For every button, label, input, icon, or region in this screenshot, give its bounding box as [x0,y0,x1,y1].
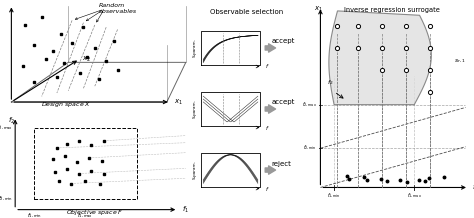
Text: $f_{2,\mathrm{max}}$: $f_{2,\mathrm{max}}$ [302,100,317,109]
Text: $f_{1,\mathrm{max}}$: $f_{1,\mathrm{max}}$ [407,192,422,200]
FancyArrowPatch shape [265,105,275,113]
Text: S-param.: S-param. [192,100,196,118]
Text: S-param.: S-param. [192,39,196,57]
Text: $f_{1,\mathrm{max}}$: $f_{1,\mathrm{max}}$ [77,212,93,218]
Text: $x_1$: $x_1$ [314,4,323,14]
Text: $x_1$: $x_1$ [174,97,183,107]
Text: $f$: $f$ [264,63,269,70]
FancyArrowPatch shape [265,44,275,52]
Text: $x_3$: $x_3$ [5,0,14,3]
Text: $x_2$: $x_2$ [82,54,91,64]
Text: $f_2$: $f_2$ [328,78,334,87]
Text: $f_2$: $f_2$ [8,116,15,126]
Polygon shape [329,11,431,105]
Text: S-param.: S-param. [192,161,196,179]
Text: $f_{1,\mathrm{min}}$: $f_{1,\mathrm{min}}$ [327,192,341,200]
Text: $f$: $f$ [264,124,269,131]
Text: $s_{r,1}$: $s_{r,1}$ [454,57,465,65]
Text: Inverse regression surrogate: Inverse regression surrogate [344,7,440,13]
Text: accept: accept [272,38,295,44]
Text: accept: accept [272,99,295,106]
Text: $f_{2,\mathrm{min}}$: $f_{2,\mathrm{min}}$ [0,195,13,203]
Text: $f_1$: $f_1$ [182,204,189,215]
Text: $f$: $f$ [264,185,269,192]
Text: $f_{2,\mathrm{max}}$: $f_{2,\mathrm{max}}$ [0,124,13,132]
Text: Design space $X$: Design space $X$ [41,100,91,109]
FancyArrowPatch shape [265,166,275,174]
Text: Random
observables: Random observables [99,3,137,14]
Text: reject: reject [272,160,292,167]
Text: $f_1$: $f_1$ [472,182,474,192]
Text: $f_{2,\mathrm{min}}$: $f_{2,\mathrm{min}}$ [303,144,317,152]
Text: Objective space $F$: Objective space $F$ [66,208,124,217]
Text: Observable selection: Observable selection [210,9,283,15]
Text: $f_{1,\mathrm{min}}$: $f_{1,\mathrm{min}}$ [27,212,42,218]
